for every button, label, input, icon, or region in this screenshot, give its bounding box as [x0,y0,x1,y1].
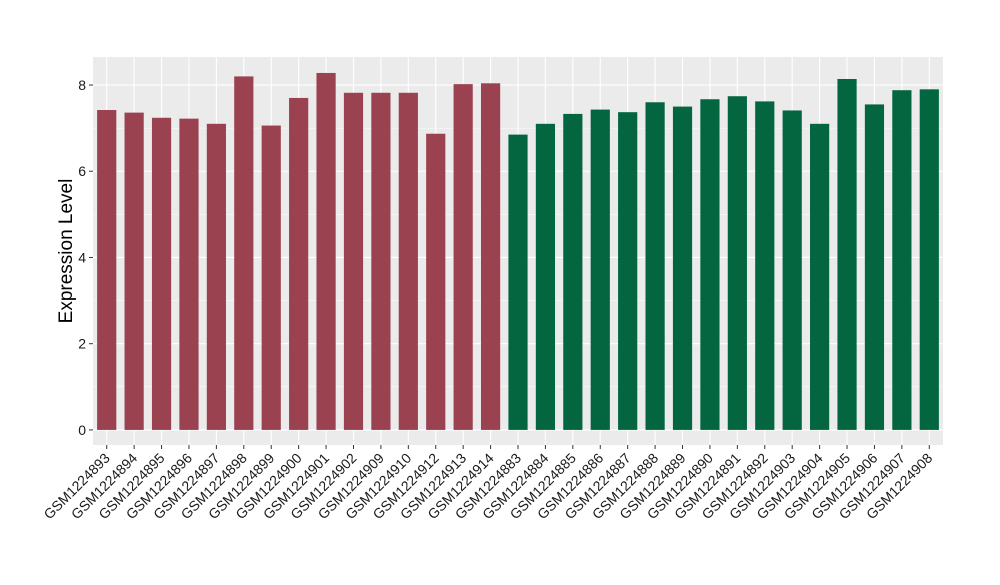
bar-GSM1224888 [645,102,665,430]
bar-GSM1224905 [837,78,857,430]
bar-GSM1224896 [179,118,199,430]
bar-GSM1224907 [892,90,912,430]
bar-GSM1224904 [810,123,830,430]
y-tick-label: 4 [78,249,86,265]
bar-GSM1224910 [398,92,418,430]
bar-GSM1224892 [755,101,775,430]
bar-GSM1224897 [206,123,226,430]
bar-GSM1224886 [590,109,610,430]
bar-GSM1224903 [782,110,802,430]
bar-GSM1224884 [535,123,556,430]
y-tick-label: 8 [78,77,86,93]
bar-GSM1224898 [234,76,254,430]
y-axis-label: Expression Level [56,179,77,324]
y-tick-label: 0 [78,422,86,438]
bar-GSM1224912 [426,133,446,430]
y-tick-label: 6 [78,163,86,179]
bar-GSM1224913 [453,84,473,430]
bar-GSM1224893 [97,110,117,430]
bar-GSM1224891 [727,96,747,430]
bar-GSM1224889 [672,106,693,430]
bar-GSM1224906 [864,104,885,430]
bar-GSM1224900 [289,97,309,430]
bar-GSM1224887 [618,112,638,430]
bar-GSM1224885 [563,113,583,430]
y-axis: 0 2 4 6 8 [78,77,93,438]
bar-GSM1224899 [261,125,281,430]
bar-GSM1224914 [480,83,501,430]
bar-GSM1224902 [343,92,364,430]
x-axis: GSM1224893GSM1224894GSM1224895GSM1224896… [40,445,936,522]
y-tick-label: 2 [78,336,86,352]
bar-GSM1224895 [151,117,172,430]
bar-GSM1224883 [508,134,528,430]
bars [97,72,939,430]
bar-GSM1224890 [700,99,720,430]
bar-GSM1224894 [124,112,144,430]
bar-GSM1224909 [371,92,391,430]
bar-GSM1224908 [919,89,939,430]
bar-GSM1224901 [316,72,336,430]
